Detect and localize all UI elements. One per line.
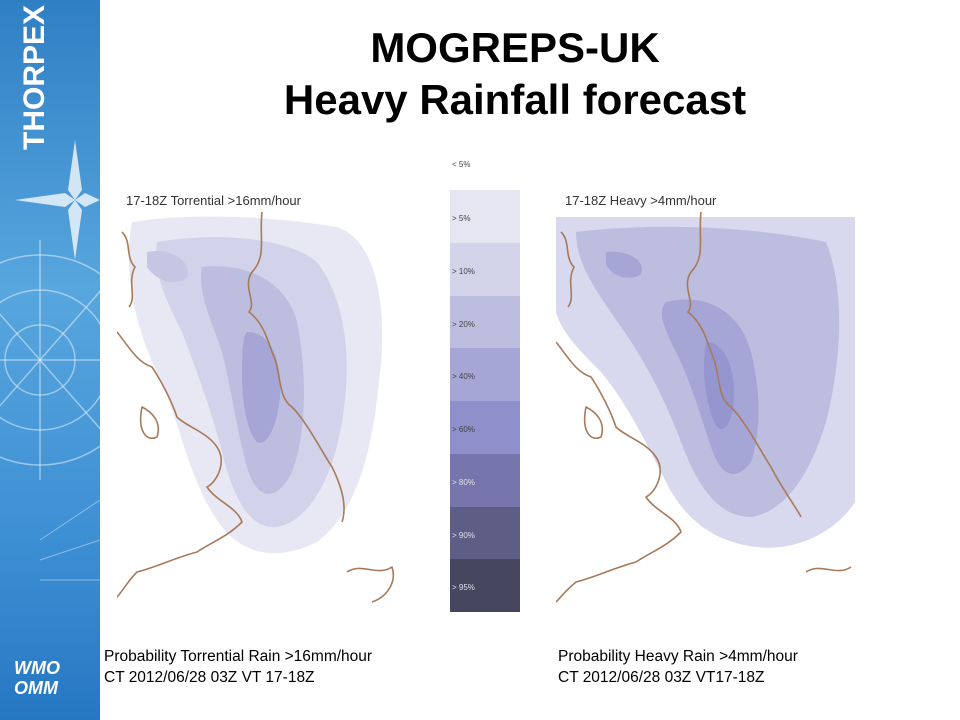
caption-heavy-line1: Probability Heavy Rain >4mm/hour xyxy=(558,648,798,665)
legend-bin-label: > 20% xyxy=(452,319,475,329)
legend-bin: > 60% xyxy=(450,401,520,454)
sidebar-banner: THORPEX WMO OMM xyxy=(0,0,100,720)
legend-bin-label: > 95% xyxy=(452,583,475,593)
map-label-torrential: 17-18Z Torrential >16mm/hour xyxy=(126,193,301,208)
compass-rose-icon xyxy=(0,140,100,581)
wmo-logo: WMO OMM xyxy=(14,658,60,698)
slide-title-line2: Heavy Rainfall forecast xyxy=(283,76,747,123)
legend-bin-label: > 40% xyxy=(452,372,475,382)
thorpex-logo: THORPEX xyxy=(18,4,51,150)
legend-bin-label: > 60% xyxy=(452,425,475,434)
legend-top-label: < 5% xyxy=(452,160,471,169)
legend-bin: > 10% xyxy=(450,242,520,296)
map-heavy xyxy=(556,212,855,605)
legend-bin: > 40% xyxy=(450,348,520,401)
legend-bin-label: > 10% xyxy=(452,266,475,276)
slide-title: MOGREPS-UK Heavy Rainfall forecast xyxy=(150,22,880,126)
caption-torrential-line1: Probability Torrential Rain >16mm/hour xyxy=(104,648,373,665)
legend-bin-label: > 5% xyxy=(452,214,471,223)
legend-bin-label: > 80% xyxy=(452,477,475,487)
caption-heavy: Probability Heavy Rain >4mm/hour CT 2012… xyxy=(558,646,798,688)
legend-bin-label: > 90% xyxy=(452,530,475,540)
caption-torrential-line2: CT 2012/06/28 03Z VT 17-18Z xyxy=(104,669,315,686)
slide-title-line1: MOGREPS-UK xyxy=(370,24,660,71)
legend-bin: > 90% xyxy=(450,506,520,560)
legend-bin: > 5% xyxy=(450,190,520,243)
caption-torrential: Probability Torrential Rain >16mm/hour C… xyxy=(104,646,372,688)
map-label-heavy: 17-18Z Heavy >4mm/hour xyxy=(565,193,717,208)
legend-bin: > 20% xyxy=(450,295,520,349)
wmo-logo-line1: WMO xyxy=(14,658,60,678)
caption-heavy-line2: CT 2012/06/28 03Z VT17-18Z xyxy=(558,669,765,686)
legend-bin: > 95% xyxy=(450,559,520,612)
legend-bin: > 80% xyxy=(450,453,520,507)
wmo-logo-line2: OMM xyxy=(14,678,58,698)
map-torrential xyxy=(117,212,402,605)
probability-legend: < 5% > 5% > 10% > 20% > 40% > 60% > 80% > 90% >… xyxy=(450,150,520,612)
